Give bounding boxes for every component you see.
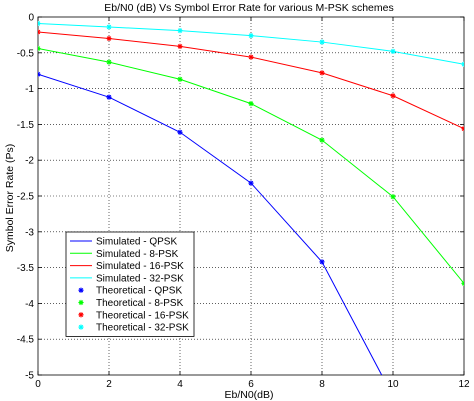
legend-label: Simulated - QPSK (96, 237, 177, 248)
data-point-theoretical-qpsk (319, 259, 325, 265)
axis-ticks: 0 2 4 6 8 10 12 0 -0.5 -1 -1.5 -2 -2.5 -3 -3.5 -4 -4.5 -5 (17, 13, 470, 391)
data-point-theoretical-32-psk (390, 48, 396, 54)
legend-item-theoretical-32-psk: Theoretical - 32-PSK (78, 323, 189, 334)
data-point-theoretical-8-psk (248, 101, 254, 107)
series-layer (38, 20, 464, 375)
y-tick-label: -1 (25, 84, 34, 95)
data-point-theoretical-32-psk (38, 20, 41, 27)
x-tick-label: 6 (248, 379, 254, 390)
series-line-simulated-qpsk (38, 73, 383, 375)
legend-label: Theoretical - 32-PSK (96, 323, 189, 334)
x-tick-label: 0 (35, 379, 41, 390)
data-point-theoretical-32-psk (319, 39, 325, 45)
y-tick-label: -3 (25, 227, 34, 238)
legend-label: Simulated - 32-PSK (96, 273, 184, 284)
x-axis-title: Eb/N0(dB) (224, 389, 273, 401)
legend-label: Theoretical - QPSK (96, 286, 182, 297)
legend-marker-swatch (78, 312, 84, 318)
x-tick-label: 12 (458, 379, 470, 390)
legend-marker-swatch (78, 324, 84, 330)
data-point-theoretical-16-psk (106, 35, 112, 42)
data-point-theoretical-8-psk (319, 137, 325, 143)
data-point-theoretical-32-psk (461, 61, 464, 67)
legend-item-theoretical-qpsk: Theoretical - QPSK (78, 286, 182, 297)
data-point-theoretical-16-psk (248, 54, 254, 60)
legend-label: Theoretical - 8-PSK (96, 298, 184, 309)
data-point-theoretical-16-psk (319, 70, 325, 76)
y-tick-label: -4.5 (17, 335, 35, 346)
legend-item-simulated-8-psk: Simulated - 8-PSK (70, 249, 179, 260)
data-point-theoretical-qpsk (248, 180, 254, 186)
data-point-theoretical-8-psk (461, 280, 464, 286)
legend-item-simulated-32-psk: Simulated - 32-PSK (70, 273, 184, 284)
data-point-theoretical-8-psk (390, 194, 396, 200)
y-tick-label: -2.5 (17, 192, 35, 203)
legend-item-theoretical-8-psk: Theoretical - 8-PSK (78, 298, 184, 309)
legend-box (65, 231, 195, 337)
legend-label: Simulated - 16-PSK (96, 261, 184, 272)
x-tick-label: 2 (106, 379, 112, 390)
y-tick-label: -3.5 (17, 263, 35, 274)
data-point-theoretical-32-psk (177, 28, 183, 34)
y-tick-label: -0.5 (17, 48, 35, 59)
data-point-theoretical-16-psk (461, 126, 464, 132)
data-point-theoretical-8-psk (106, 59, 112, 65)
legend-item-simulated-16-psk: Simulated - 16-PSK (70, 261, 184, 272)
data-point-theoretical-qpsk (38, 71, 41, 77)
y-tick-label: -2 (25, 156, 34, 167)
x-tick-label: 8 (319, 379, 325, 390)
y-tick-label: -5 (25, 371, 34, 382)
x-tick-label: 4 (177, 379, 183, 390)
legend-item-simulated-qpsk: Simulated - QPSK (70, 237, 177, 248)
chart-title: Eb/N0 (dB) Vs Symbol Error Rate for vari… (104, 2, 393, 14)
data-point-theoretical-8-psk (38, 45, 41, 52)
data-point-theoretical-qpsk (106, 94, 112, 100)
y-tick-label: 0 (28, 13, 34, 24)
legend-marker-swatch (78, 287, 84, 293)
x-tick-label: 10 (387, 379, 399, 390)
legend-marker-swatch (78, 299, 84, 306)
y-axis-title: Symbol Error Rate (Ps) (4, 144, 16, 253)
legend-label: Theoretical - 16-PSK (96, 310, 189, 321)
data-point-theoretical-qpsk (177, 129, 183, 135)
data-point-theoretical-16-psk (390, 93, 396, 99)
legend-label: Simulated - 8-PSK (96, 249, 179, 260)
y-tick-label: -4 (25, 299, 34, 310)
data-point-theoretical-32-psk (248, 33, 254, 39)
legend-item-theoretical-16-psk: Theoretical - 16-PSK (78, 310, 189, 321)
data-point-theoretical-16-psk (38, 29, 41, 35)
y-tick-label: -1.5 (17, 120, 35, 131)
data-point-theoretical-32-psk (106, 24, 112, 30)
data-point-theoretical-16-psk (177, 43, 183, 49)
data-point-theoretical-8-psk (177, 76, 183, 82)
